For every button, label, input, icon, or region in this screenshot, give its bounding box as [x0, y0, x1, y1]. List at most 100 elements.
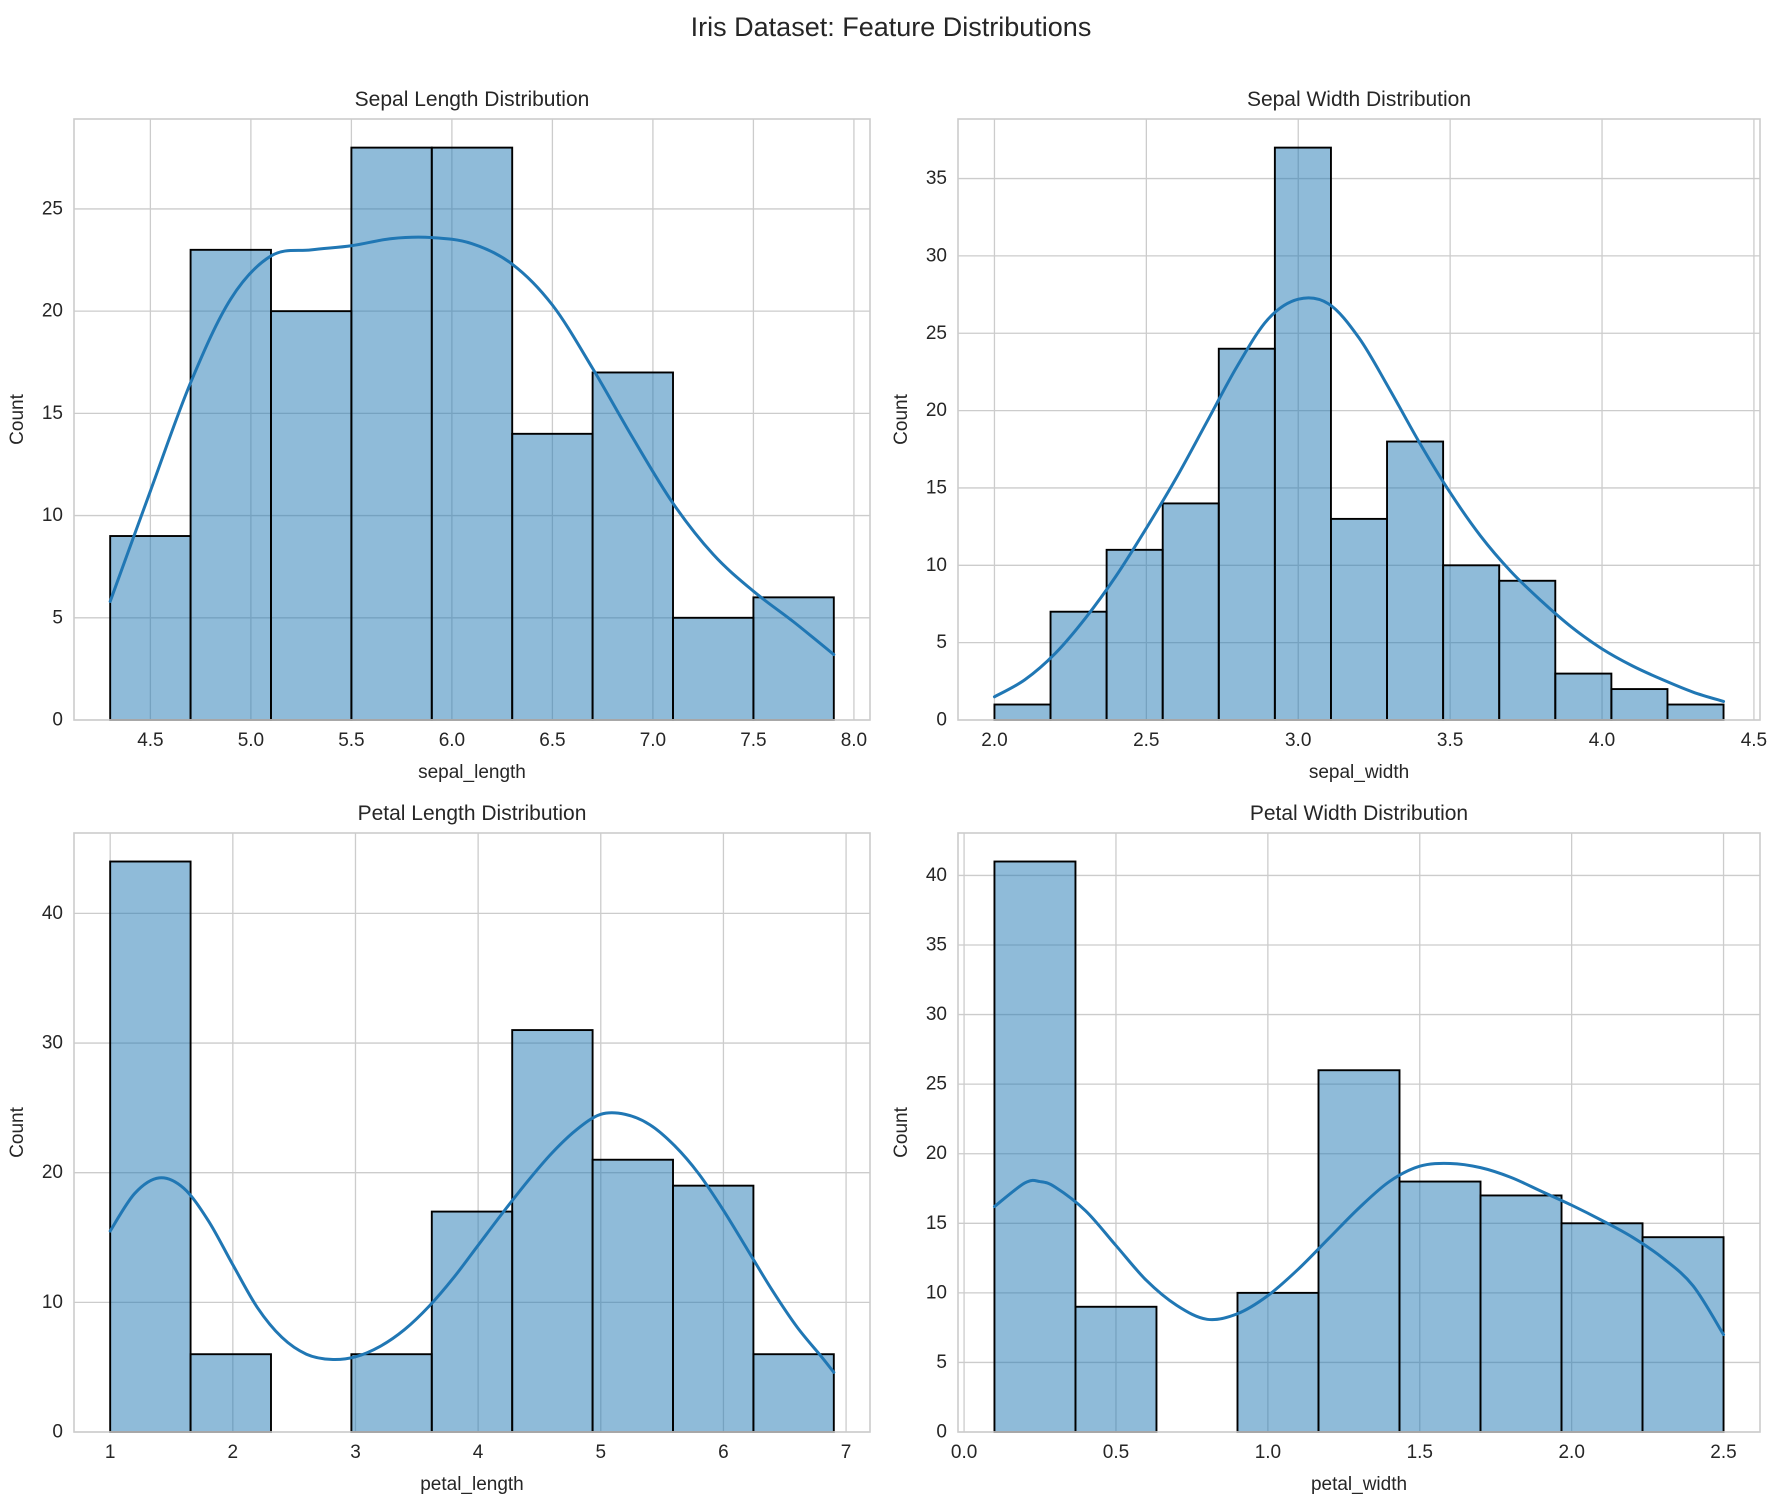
x-tick-label: 5: [596, 1442, 607, 1463]
x-tick-label: 5.5: [338, 730, 364, 751]
x-tick-label: 6: [718, 1442, 729, 1463]
x-tick-label: 1.5: [1407, 1442, 1433, 1463]
x-axis-label: petal_width: [1311, 1474, 1407, 1495]
histogram-bar: [350, 146, 433, 721]
subplot-sepal-length: 4.5 5.0 5.5 6.0 6.5 7.0 7.5 8.0 0 5 10 15 20 25 Sepal …: [7, 88, 871, 783]
y-tick-label: 0: [936, 1422, 947, 1443]
histogram-bar: [1161, 502, 1220, 721]
kde-curve: [108, 1111, 836, 1374]
x-tick-label: 4.5: [1741, 730, 1767, 751]
y-axis-label: Count: [891, 1106, 912, 1157]
histogram-bar: [993, 703, 1052, 721]
x-tick-label: 7.0: [640, 730, 666, 751]
histogram-bar: [270, 310, 353, 721]
y-tick-label: 10: [42, 1292, 63, 1313]
histogram-bar: [109, 860, 192, 1433]
histogram-bar: [511, 432, 594, 721]
histogram-bar: [1386, 440, 1445, 721]
x-tick-label: 1.0: [1255, 1442, 1281, 1463]
x-tick-label: 2.0: [1558, 1442, 1584, 1463]
histogram-bar: [430, 146, 514, 721]
x-tick-label: 2.5: [1133, 730, 1159, 751]
histogram-bar: [1442, 564, 1501, 721]
plot-border: [957, 832, 1761, 1433]
y-axis-label: Count: [7, 393, 28, 444]
x-tick-label: 2.0: [981, 730, 1007, 751]
y-tick-label: 0: [52, 1422, 63, 1443]
y-tick-label: 20: [926, 400, 947, 421]
histogram-bar: [189, 1353, 272, 1433]
y-tick-labels: 0 10 20 30 40: [42, 903, 63, 1443]
y-tick-labels: 0 5 10 15 20 25 30 35: [926, 168, 947, 730]
x-tick-labels: 1 2 3 4 5 6 7: [105, 1442, 851, 1463]
y-tick-label: 35: [926, 935, 947, 956]
x-tick-label: 2.5: [1710, 1442, 1736, 1463]
x-tick-label: 7: [841, 1442, 852, 1463]
y-tick-label: 30: [926, 245, 947, 266]
histogram-bar: [1317, 1069, 1401, 1433]
x-tick-label: 6.5: [539, 730, 565, 751]
x-tick-label: 4: [473, 1442, 484, 1463]
histogram-bar: [1554, 672, 1613, 721]
subplot-title: Petal Length Distribution: [358, 802, 587, 825]
histogram-bar: [189, 248, 272, 721]
x-tick-labels: 2.0 2.5 3.0 3.5 4.0 4.5: [981, 730, 1767, 751]
histogram-bar: [511, 1029, 594, 1433]
y-tick-labels: 0 5 10 15 20 25 30 35 40: [926, 865, 947, 1443]
x-tick-label: 4.5: [137, 730, 163, 751]
y-tick-label: 15: [926, 1213, 947, 1234]
histogram-bars: [993, 146, 1725, 721]
y-tick-label: 10: [926, 555, 947, 576]
plot-border: [73, 118, 871, 721]
x-tick-label: 0.0: [951, 1442, 977, 1463]
plot-border: [73, 832, 871, 1433]
y-tick-label: 20: [926, 1143, 947, 1164]
y-tick-label: 30: [926, 1004, 947, 1025]
y-tick-label: 15: [926, 478, 947, 499]
subplot-title: Sepal Width Distribution: [1247, 88, 1471, 111]
histogram-bar: [350, 1353, 433, 1433]
histogram-bar: [591, 1158, 674, 1433]
x-tick-labels: 0.0 0.5 1.0 1.5 2.0 2.5: [951, 1442, 1737, 1463]
y-tick-label: 25: [926, 323, 947, 344]
histogram-bar: [109, 535, 192, 721]
y-axis-label: Count: [891, 393, 912, 444]
x-axis-label: sepal_width: [1309, 762, 1409, 783]
kde-curve: [108, 235, 836, 657]
x-tick-labels: 4.5 5.0 5.5 6.0 6.5 7.0 7.5 8.0: [137, 730, 867, 751]
y-tick-label: 40: [926, 865, 947, 886]
x-axis-label: petal_length: [420, 1474, 524, 1495]
y-tick-label: 20: [42, 1162, 63, 1183]
histogram-bars: [109, 860, 835, 1433]
histogram-bar: [1398, 1180, 1482, 1433]
subplot-sepal-width: 2.0 2.5 3.0 3.5 4.0 4.5 0 5 10 15 20 25 30 35 Sepal Wi…: [891, 88, 1767, 783]
x-tick-label: 0.5: [1103, 1442, 1129, 1463]
y-tick-label: 35: [926, 168, 947, 189]
histogram-bar: [1560, 1222, 1644, 1433]
histogram-bar: [1610, 688, 1669, 721]
y-tick-labels: 0 5 10 15 20 25: [42, 198, 63, 730]
plot-border: [957, 118, 1761, 721]
y-tick-label: 5: [52, 607, 63, 628]
x-tick-label: 4.0: [1589, 730, 1615, 751]
x-axis-label: sepal_length: [418, 762, 526, 783]
histogram-bar: [1641, 1236, 1725, 1433]
histogram-bar: [1074, 1305, 1158, 1433]
subplot-petal-width: 0.0 0.5 1.0 1.5 2.0 2.5 0 5 10 15 20 25 30 35 40 Petal …: [891, 802, 1761, 1495]
histogram-bar: [591, 371, 674, 721]
histogram-bar: [1330, 517, 1388, 721]
histogram-bar: [752, 596, 835, 721]
subplot-title: Petal Width Distribution: [1250, 802, 1468, 825]
histogram-bar: [1666, 703, 1725, 721]
x-tick-label: 5.0: [238, 730, 264, 751]
histogram-bar: [430, 1210, 514, 1433]
histogram-bars: [109, 146, 835, 721]
histogram-bar: [672, 616, 755, 721]
histogram-bar: [1217, 347, 1276, 721]
x-tick-label: 6.0: [439, 730, 465, 751]
kde-curve: [992, 1161, 1726, 1337]
x-tick-label: 1: [105, 1442, 116, 1463]
y-tick-label: 0: [52, 710, 63, 731]
